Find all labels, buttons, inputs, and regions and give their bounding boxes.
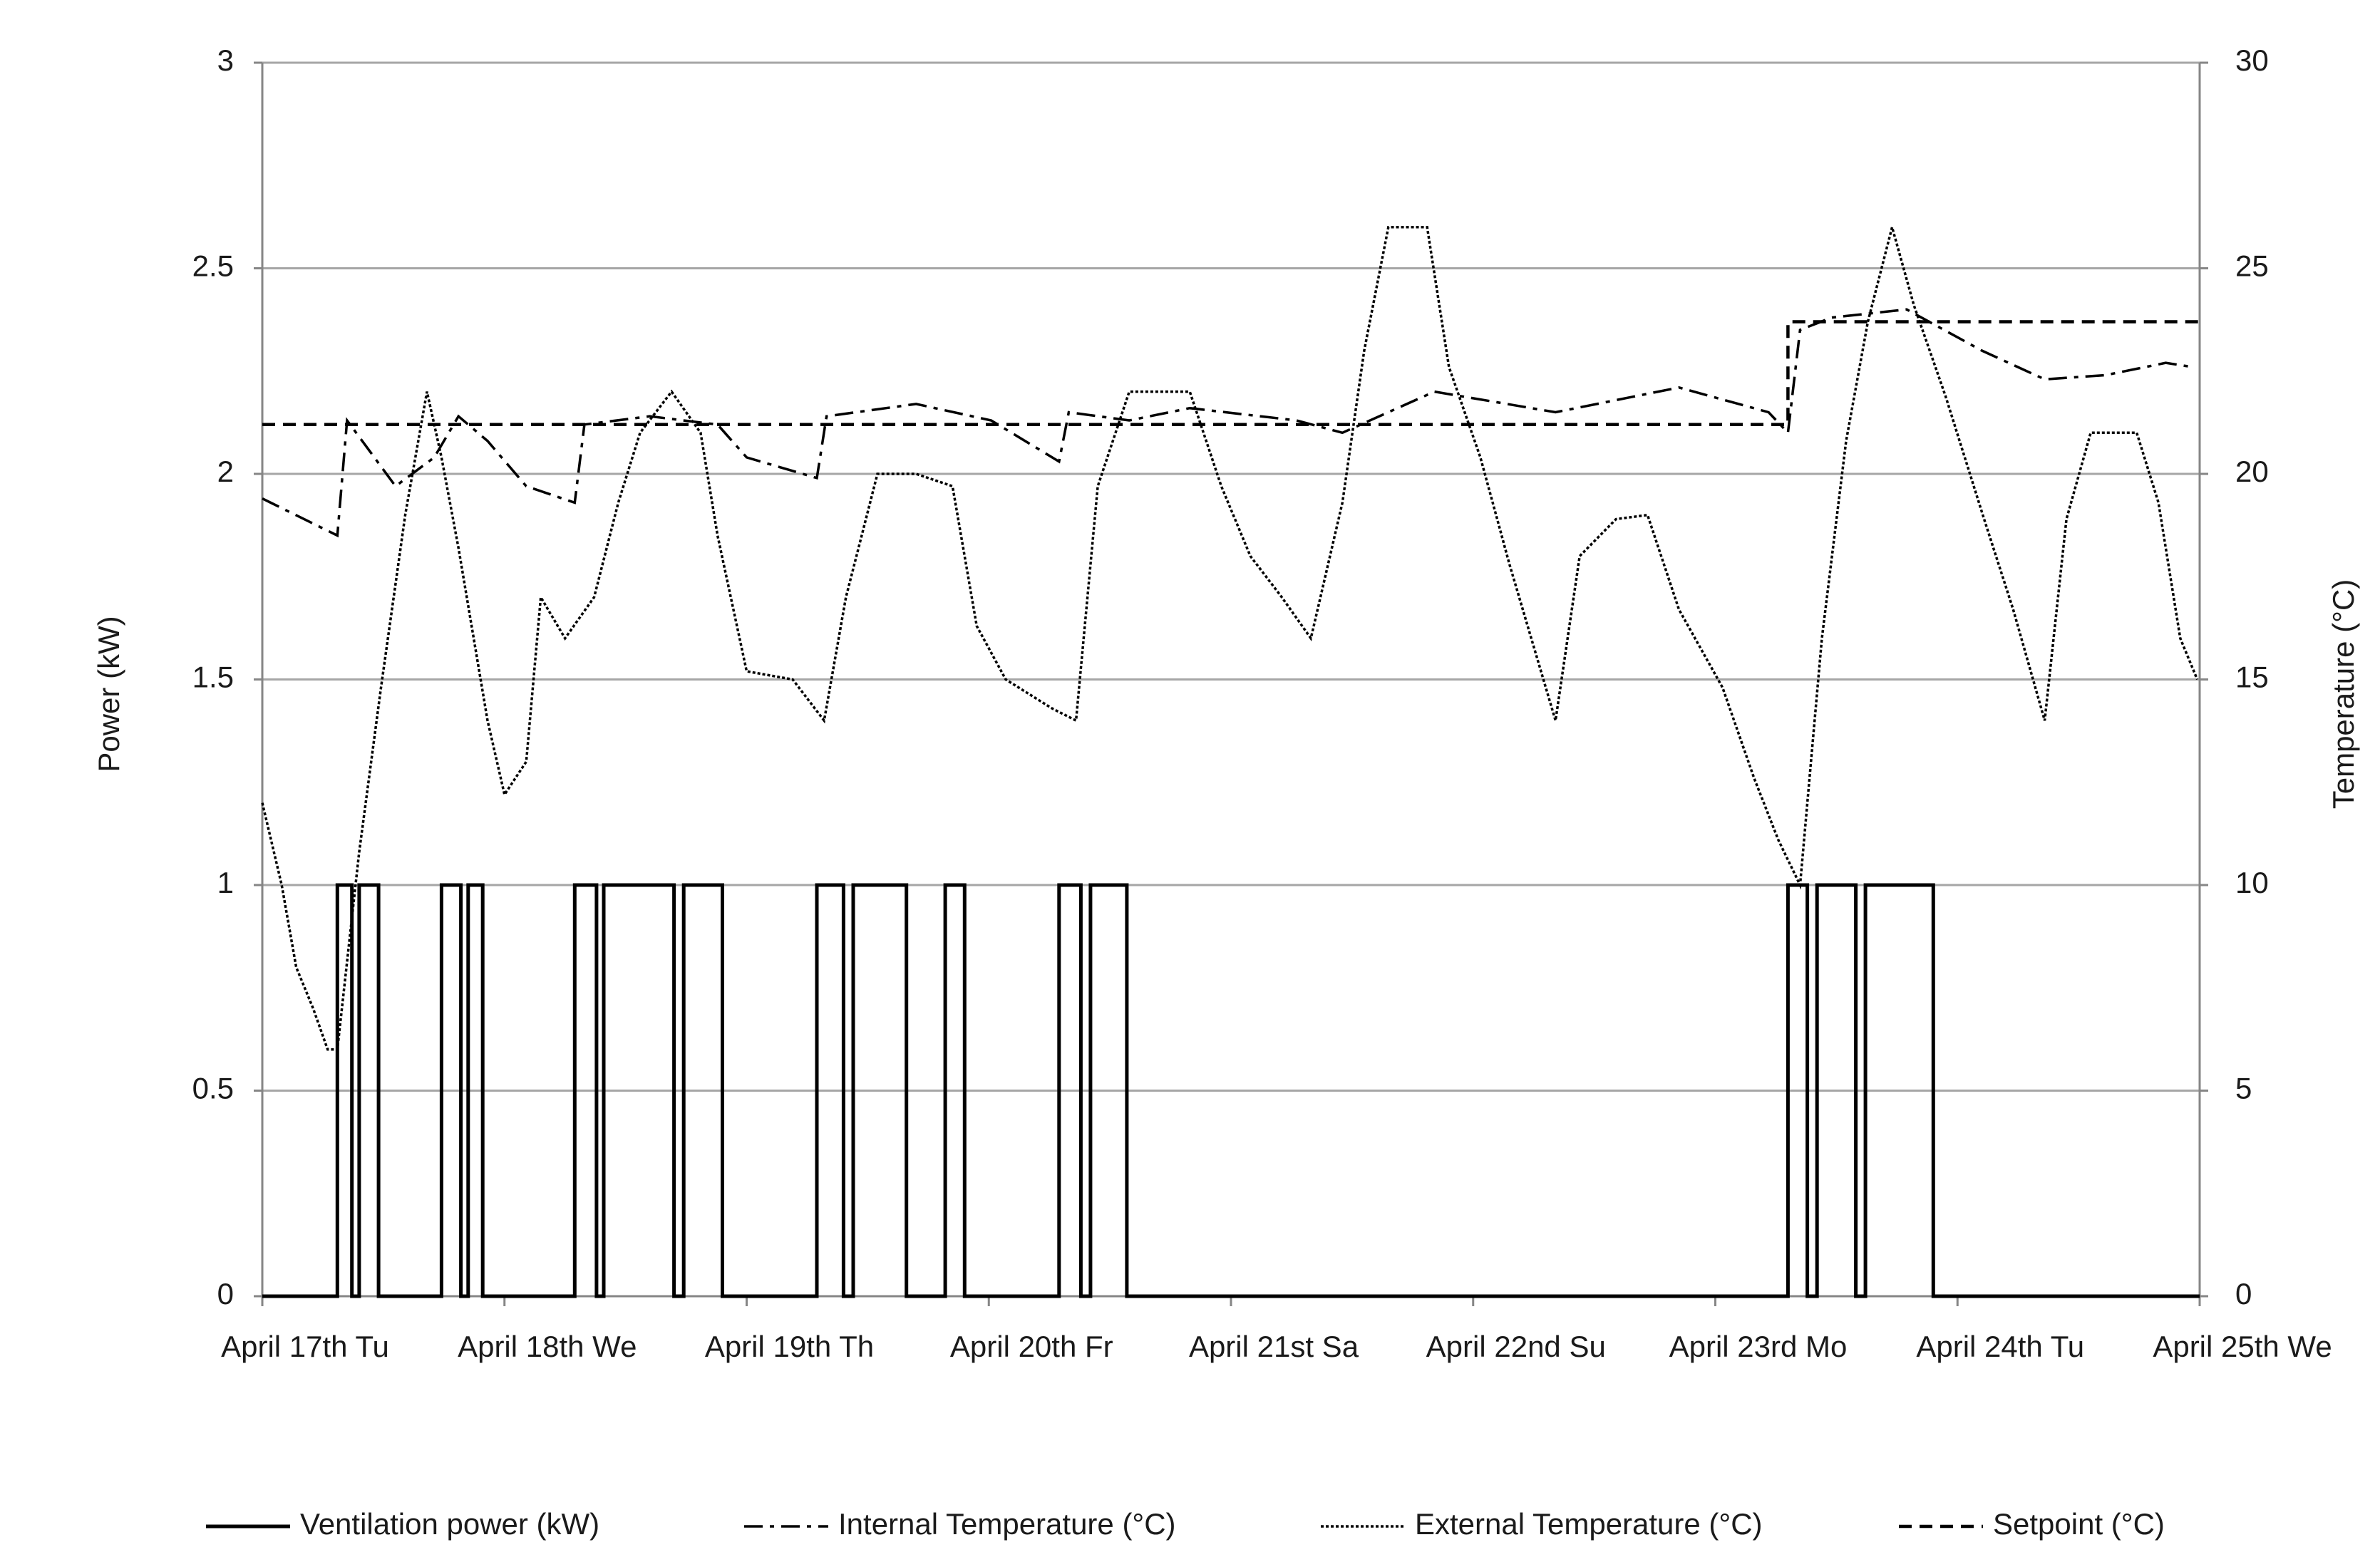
y2-tick-label: 10 [2235, 866, 2269, 899]
legend-label: External Temperature (°C) [1415, 1507, 1763, 1541]
y-tick-label: 1.5 [192, 661, 234, 694]
x-tick-label: April 24th Tu [1916, 1330, 2084, 1363]
y-tick-label: 3 [217, 43, 234, 77]
x-tick-label: April 17th Tu [221, 1330, 389, 1363]
series-line [262, 883, 2200, 1298]
legend-label: Ventilation power (kW) [300, 1507, 599, 1541]
x-tick-label: April 23rd Mo [1669, 1330, 1848, 1363]
x-tick-label: April 21st Sa [1189, 1330, 1359, 1363]
y2-tick-label: 25 [2235, 249, 2269, 283]
y-tick-label: 0 [217, 1277, 234, 1310]
legend-label: Internal Temperature (°C) [838, 1507, 1176, 1541]
y-tick-label: 2.5 [192, 249, 234, 283]
y2-tick-label: 15 [2235, 661, 2269, 694]
legend-label: Setpoint (°C) [1993, 1507, 2165, 1541]
x-tick-label: April 18th We [458, 1330, 637, 1363]
x-tick-label: April 19th Th [705, 1330, 874, 1363]
y2-tick-label: 0 [2235, 1277, 2252, 1310]
x-tick-label: April 25th We [2153, 1330, 2332, 1363]
y-tick-label: 1 [217, 866, 234, 899]
y-tick-label: 2 [217, 455, 234, 488]
y2-tick-label: 5 [2235, 1072, 2252, 1105]
y2-axis-label: Temperature (°C) [2327, 579, 2360, 810]
y2-tick-label: 20 [2235, 455, 2269, 488]
series-line [262, 308, 2193, 538]
y-axis-label: Power (kW) [92, 616, 125, 772]
y-tick-label: 0.5 [192, 1072, 234, 1105]
series-line [261, 222, 2199, 1051]
series-line [262, 320, 2200, 427]
y2-tick-label: 30 [2235, 43, 2269, 77]
x-tick-label: April 20th Fr [950, 1330, 1113, 1363]
x-tick-label: April 22nd Su [1426, 1330, 1606, 1363]
